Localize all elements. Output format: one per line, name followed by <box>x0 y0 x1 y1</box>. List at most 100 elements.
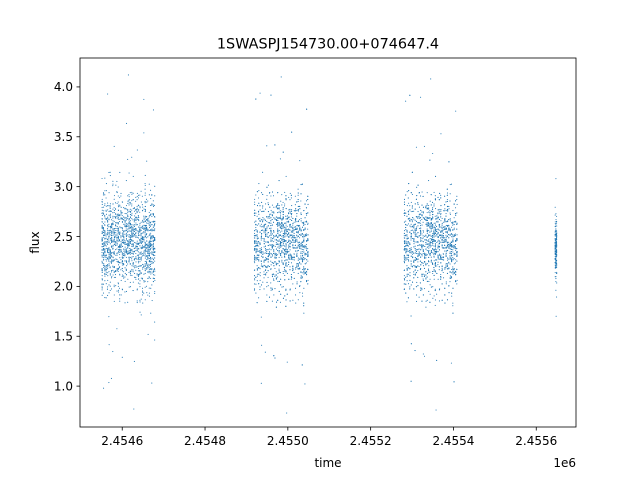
data-point <box>426 230 428 232</box>
data-point <box>256 249 258 251</box>
data-point <box>439 192 441 194</box>
data-point <box>128 226 130 228</box>
data-point <box>109 203 111 205</box>
data-point <box>409 275 411 277</box>
data-point <box>256 275 258 277</box>
data-point <box>267 225 269 227</box>
data-point <box>108 284 110 286</box>
data-point <box>295 239 297 241</box>
data-point <box>285 240 287 242</box>
data-point <box>276 220 278 222</box>
data-point <box>409 225 411 227</box>
data-point <box>296 254 298 256</box>
data-point <box>128 247 130 250</box>
data-point <box>109 253 111 255</box>
data-point <box>105 245 107 247</box>
data-point <box>425 248 427 250</box>
data-point <box>415 259 417 261</box>
data-point <box>119 204 121 206</box>
data-point <box>101 177 103 180</box>
data-point <box>281 218 283 220</box>
data-point <box>413 259 415 261</box>
data-point <box>127 158 129 160</box>
data-point <box>307 239 309 241</box>
data-point <box>115 216 117 218</box>
data-point <box>441 259 443 261</box>
data-point <box>403 278 405 280</box>
data-point <box>136 300 138 302</box>
data-point <box>446 259 449 261</box>
data-point <box>121 201 123 203</box>
data-point <box>259 225 261 227</box>
data-point <box>102 256 104 258</box>
data-point <box>422 231 425 233</box>
data-point <box>447 221 449 223</box>
data-point <box>282 242 284 244</box>
data-point <box>297 246 299 248</box>
data-point <box>434 264 436 266</box>
data-point <box>117 249 119 251</box>
data-point <box>137 234 139 237</box>
data-point <box>259 243 261 245</box>
data-point <box>116 191 118 193</box>
data-point <box>421 238 423 240</box>
data-point <box>112 351 114 353</box>
data-point <box>285 259 287 261</box>
data-point <box>300 281 302 283</box>
data-point <box>128 210 130 212</box>
data-point <box>254 214 256 217</box>
data-point <box>297 200 299 203</box>
data-point <box>117 291 120 293</box>
data-point <box>299 227 301 229</box>
data-point <box>443 277 445 279</box>
data-point <box>448 261 450 263</box>
data-point <box>116 217 118 219</box>
data-point <box>101 279 103 281</box>
data-point <box>455 280 457 282</box>
data-point <box>438 253 441 255</box>
data-point <box>152 240 154 242</box>
data-point <box>109 229 111 231</box>
data-point <box>285 248 287 250</box>
data-point <box>106 205 109 207</box>
data-point <box>403 288 405 290</box>
data-point <box>151 236 153 239</box>
data-point <box>127 230 129 232</box>
data-point <box>278 240 280 242</box>
data-point <box>140 232 142 235</box>
data-point <box>124 291 126 293</box>
data-point <box>428 223 430 225</box>
data-point <box>144 206 146 208</box>
data-point <box>303 251 305 253</box>
data-point <box>139 283 141 285</box>
data-point <box>414 249 416 251</box>
data-point <box>117 260 119 262</box>
data-point <box>125 235 127 237</box>
data-point <box>128 251 130 253</box>
data-point <box>101 269 103 271</box>
data-point <box>296 236 298 238</box>
data-point <box>112 274 114 276</box>
data-point <box>256 234 258 236</box>
data-point <box>148 225 150 227</box>
data-point <box>429 255 431 257</box>
data-point <box>120 211 122 213</box>
data-point <box>263 273 265 276</box>
data-point <box>112 247 114 250</box>
data-point <box>124 260 126 262</box>
data-point <box>131 214 133 216</box>
data-point <box>117 283 119 285</box>
data-point <box>139 234 141 236</box>
data-point <box>444 219 446 221</box>
data-point <box>441 222 443 224</box>
data-point <box>303 302 305 304</box>
data-point <box>105 247 107 249</box>
data-point <box>293 277 295 279</box>
data-point <box>453 258 455 260</box>
data-point <box>128 198 130 201</box>
data-point <box>122 262 124 264</box>
data-point <box>292 217 294 219</box>
data-point <box>287 263 290 266</box>
data-point <box>129 236 131 239</box>
data-point <box>145 198 148 200</box>
